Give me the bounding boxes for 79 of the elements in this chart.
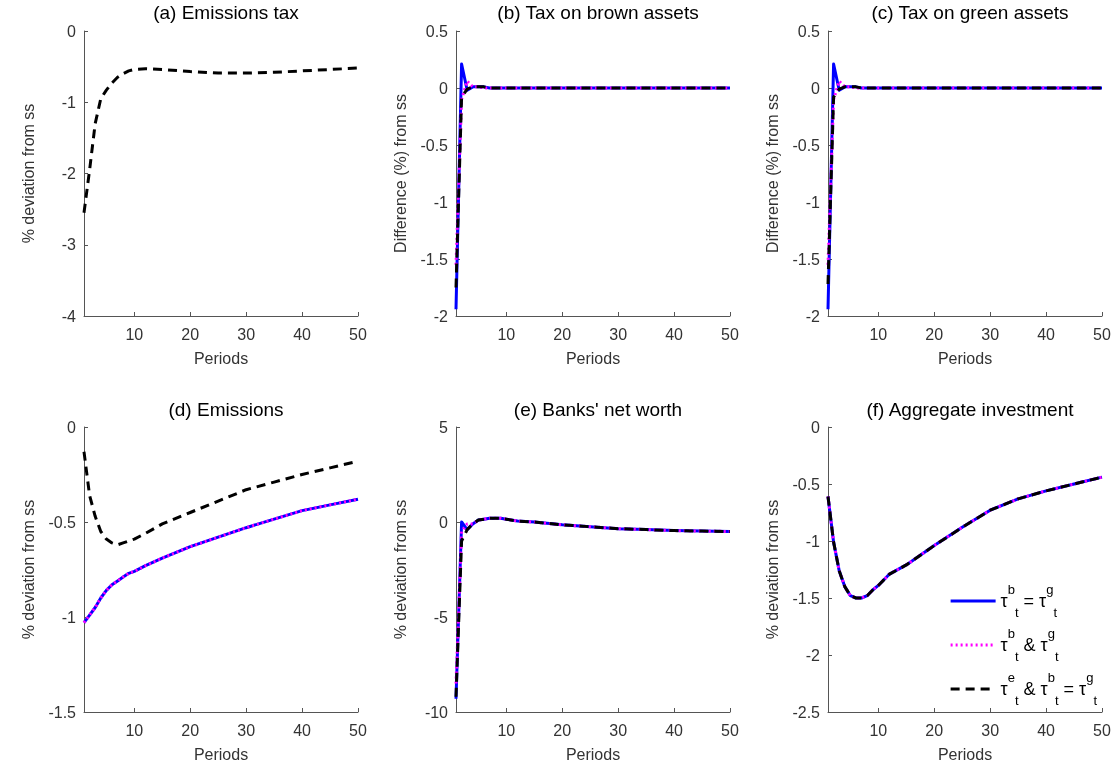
y-tick-label: 0 [811,418,821,436]
x-tick-label: 50 [349,721,367,739]
x-axis-title: Periods [193,349,249,367]
chart-title: (f) Aggregate investment [866,399,1075,420]
y-axis-title: % deviation from ss [391,499,409,640]
y-tick-label: -3 [61,236,77,254]
x-tick-label: 40 [293,325,312,343]
y-tick-label: -2 [61,165,77,182]
x-tick-label: 40 [293,721,312,739]
x-tick-label: 20 [553,721,572,739]
chart-title: (d) Emissions [168,399,284,420]
x-tick-label: 50 [721,325,739,343]
y-tick-label: -2 [805,646,821,664]
x-tick-label: 30 [237,325,256,343]
y-tick-label: -1 [61,608,77,626]
y-tick-label: -1.5 [420,250,449,268]
x-tick-label: 50 [1093,325,1111,343]
y-axis-title: Difference (%) from ss [763,94,781,253]
y-tick-label: -2 [433,307,449,325]
chart-title: (a) Emissions tax [153,2,300,23]
x-tick-label: 30 [981,721,1000,739]
y-tick-label: -0.5 [792,475,821,493]
x-tick-label: 30 [609,325,628,343]
x-tick-label: 40 [1037,325,1056,343]
x-tick-label: 50 [349,325,367,343]
x-tick-label: 20 [925,325,944,343]
y-tick-label: -1 [805,193,821,211]
x-tick-label: 20 [553,325,572,343]
y-tick-label: 0 [811,79,821,97]
chart-title: (e) Banks' net worth [513,399,683,420]
y-tick-label: -2.5 [792,703,821,721]
y-tick-label: 0 [439,513,449,531]
y-tick-label: -0.5 [792,136,821,154]
x-tick-label: 30 [981,325,1000,343]
x-tick-label: 30 [609,721,628,739]
x-tick-label: 10 [125,721,144,739]
chart-title: (c) Tax on green assets [871,2,1069,23]
y-tick-label: 0.5 [425,22,449,40]
x-tick-label: 40 [1037,721,1056,739]
x-axis-title: Periods [193,745,249,763]
y-tick-label: 0 [67,22,77,40]
y-tick-label: -2 [805,307,821,325]
x-tick-label: 10 [497,325,516,343]
y-tick-label: -0.5 [420,136,449,154]
x-axis-title: Periods [565,745,621,763]
y-tick-label: -1.5 [792,589,821,607]
y-tick-label: 5 [439,418,449,436]
y-tick-label: -1 [61,93,77,111]
x-tick-label: 20 [181,721,200,739]
x-tick-label: 10 [497,721,516,739]
x-tick-label: 50 [1093,721,1111,739]
y-tick-label: 0 [67,418,77,436]
y-tick-label: -1.5 [792,250,821,268]
x-axis-title: Periods [937,349,993,367]
y-tick-label: -1 [433,193,449,211]
chart-title: (b) Tax on brown assets [497,2,699,23]
y-tick-label: 0 [439,79,449,97]
x-tick-label: 10 [125,325,144,343]
y-tick-label: -0.5 [48,513,77,531]
y-tick-label: -5 [433,608,449,626]
x-tick-label: 20 [181,325,200,343]
x-tick-label: 10 [869,721,888,739]
y-tick-label: -1.5 [48,703,77,721]
x-tick-label: 50 [721,721,739,739]
y-tick-label: -10 [424,703,449,721]
y-axis-title: % deviation from ss [19,499,37,640]
x-tick-label: 10 [869,325,888,343]
y-axis-title: Difference (%) from ss [391,94,409,253]
y-tick-label: -1 [805,532,821,550]
x-tick-label: 30 [237,721,256,739]
y-tick-label: 0.5 [797,22,821,40]
x-axis-title: Periods [937,745,993,763]
x-axis-title: Periods [565,349,621,367]
y-axis-title: % deviation from ss [763,499,781,640]
y-axis-title: % deviation from ss [19,103,37,244]
y-tick-label: -4 [61,307,77,325]
x-tick-label: 40 [665,325,684,343]
x-tick-label: 40 [665,721,684,739]
x-tick-label: 20 [925,721,944,739]
